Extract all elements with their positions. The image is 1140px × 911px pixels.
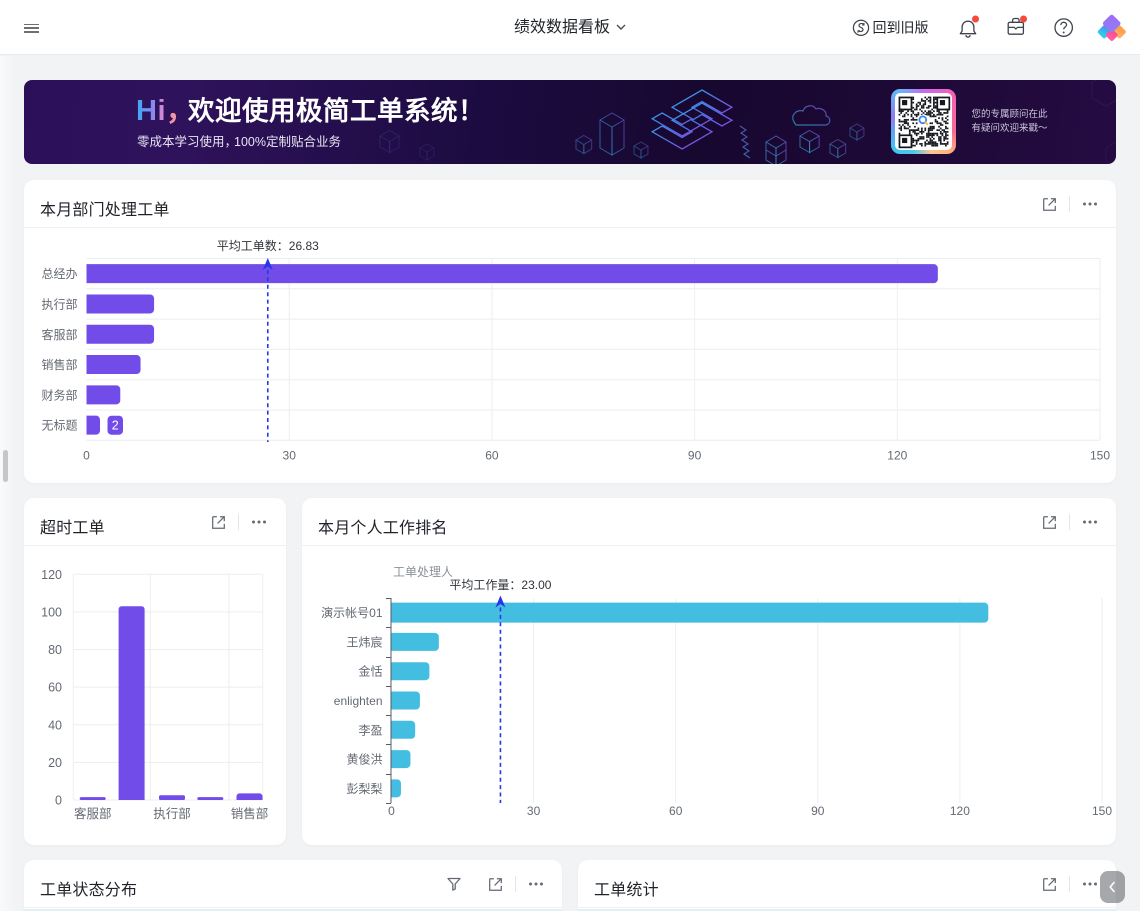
svg-text:150: 150 xyxy=(1092,804,1112,818)
svg-text:黄俊洪: 黄俊洪 xyxy=(346,752,382,767)
svg-text:enlighten: enlighten xyxy=(334,694,383,708)
svg-text:王炜宸: 王炜宸 xyxy=(346,634,382,649)
svg-text:120: 120 xyxy=(41,568,62,582)
svg-text:客服部: 客服部 xyxy=(74,806,112,821)
svg-text:0: 0 xyxy=(83,449,90,463)
svg-text:60: 60 xyxy=(669,804,683,818)
svg-text:0: 0 xyxy=(388,804,395,818)
svg-text:20: 20 xyxy=(48,756,62,770)
svg-text:平均工单数：26.83: 平均工单数：26.83 xyxy=(217,238,319,253)
svg-text:李盈: 李盈 xyxy=(358,722,382,737)
svg-text:60: 60 xyxy=(48,681,62,695)
svg-text:120: 120 xyxy=(950,804,970,818)
svg-text:财务部: 财务部 xyxy=(41,387,77,402)
svg-text:执行部: 执行部 xyxy=(153,806,191,821)
svg-text:90: 90 xyxy=(811,804,825,818)
svg-text:平均工作量：23.00: 平均工作量：23.00 xyxy=(449,578,551,592)
svg-text:30: 30 xyxy=(283,449,297,463)
svg-text:40: 40 xyxy=(48,718,62,732)
svg-text:0: 0 xyxy=(55,794,62,808)
svg-text:工单处理人: 工单处理人 xyxy=(393,565,453,579)
svg-text:销售部: 销售部 xyxy=(41,357,77,372)
svg-text:100: 100 xyxy=(41,605,62,619)
svg-text:总经办: 总经办 xyxy=(41,266,77,281)
svg-text:回到旧版: 回到旧版 xyxy=(873,20,929,36)
svg-text:150: 150 xyxy=(1090,449,1110,463)
svg-text:60: 60 xyxy=(485,449,499,463)
svg-text:金恬: 金恬 xyxy=(358,664,382,679)
svg-text:无标题: 无标题 xyxy=(41,419,77,433)
svg-text:30: 30 xyxy=(527,804,541,818)
svg-text:执行部: 执行部 xyxy=(41,296,77,311)
svg-text:90: 90 xyxy=(688,449,702,463)
svg-text:演示帐号01: 演示帐号01 xyxy=(321,605,383,620)
svg-text:彭梨梨: 彭梨梨 xyxy=(346,782,382,796)
svg-text:120: 120 xyxy=(887,449,907,463)
svg-text:80: 80 xyxy=(48,643,62,657)
svg-text:客服部: 客服部 xyxy=(41,327,77,342)
svg-text:2: 2 xyxy=(112,419,119,433)
svg-text:销售部: 销售部 xyxy=(231,806,269,821)
